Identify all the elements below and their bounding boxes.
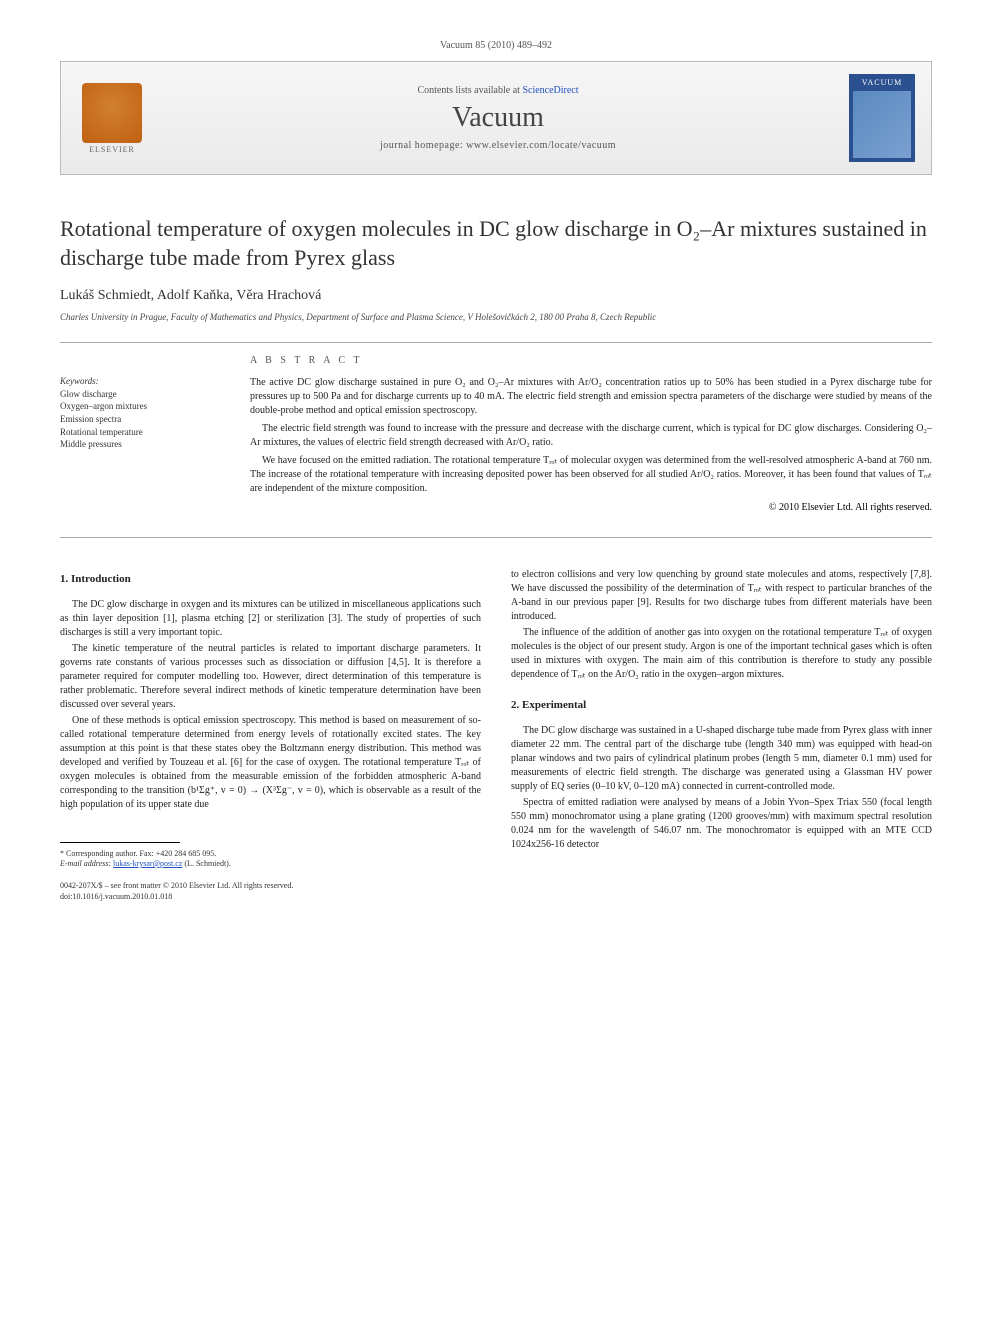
authors: Lukáš Schmiedt, Adolf Kaňka, Věra Hracho… bbox=[60, 288, 932, 304]
corresponding-author: * Corresponding author. Fax: +420 284 68… bbox=[60, 849, 481, 859]
email-suffix: (L. Schmiedt). bbox=[184, 859, 230, 868]
copyright: © 2010 Elsevier Ltd. All rights reserved… bbox=[250, 502, 932, 513]
body-columns: 1. Introduction The DC glow discharge in… bbox=[60, 568, 932, 902]
elsevier-tree-icon bbox=[82, 83, 142, 143]
journal-name: Vacuum bbox=[163, 102, 833, 134]
cover-label: VACUUM bbox=[853, 78, 911, 87]
email-line: E-mail address: lukas-krysar@post.cz (L.… bbox=[60, 859, 481, 869]
contents-prefix: Contents lists available at bbox=[417, 85, 522, 96]
affiliation: Charles University in Prague, Faculty of… bbox=[60, 312, 932, 322]
divider-bottom bbox=[60, 537, 932, 538]
journal-header: ELSEVIER Contents lists available at Sci… bbox=[60, 61, 932, 175]
body-para: Spectra of emitted radiation were analys… bbox=[511, 796, 932, 852]
keyword-item: Oxygen–argon mixtures bbox=[60, 400, 210, 413]
homepage-prefix: journal homepage: bbox=[380, 140, 466, 151]
elsevier-label: ELSEVIER bbox=[89, 145, 135, 154]
keyword-item: Rotational temperature bbox=[60, 426, 210, 439]
doi-block: 0042-207X/$ – see front matter © 2010 El… bbox=[60, 881, 481, 902]
keyword-item: Middle pressures bbox=[60, 438, 210, 451]
doi-line: doi:10.1016/j.vacuum.2010.01.018 bbox=[60, 892, 481, 902]
abstract-para: The active DC glow discharge sustained i… bbox=[250, 376, 932, 418]
journal-cover: VACUUM bbox=[849, 74, 915, 162]
keywords-heading: Keywords: bbox=[60, 375, 210, 388]
contents-available-line: Contents lists available at ScienceDirec… bbox=[163, 85, 833, 96]
email-link[interactable]: lukas-krysar@post.cz bbox=[113, 859, 182, 868]
journal-reference: Vacuum 85 (2010) 489–492 bbox=[60, 40, 932, 51]
keyword-item: Glow discharge bbox=[60, 388, 210, 401]
section-2-heading: 2. Experimental bbox=[511, 698, 932, 713]
abstract-para: The electric field strength was found to… bbox=[250, 422, 932, 450]
front-matter-line: 0042-207X/$ – see front matter © 2010 El… bbox=[60, 881, 481, 891]
homepage-url[interactable]: www.elsevier.com/locate/vacuum bbox=[466, 140, 616, 151]
abstract-column: A B S T R A C T The active DC glow disch… bbox=[250, 355, 932, 513]
abstract-text: The active DC glow discharge sustained i… bbox=[250, 376, 932, 496]
right-column: to electron collisions and very low quen… bbox=[511, 568, 932, 902]
body-para: The kinetic temperature of the neutral p… bbox=[60, 642, 481, 712]
sciencedirect-link[interactable]: ScienceDirect bbox=[522, 85, 578, 96]
header-center: Contents lists available at ScienceDirec… bbox=[163, 85, 833, 151]
keywords-column: Keywords: Glow discharge Oxygen–argon mi… bbox=[60, 355, 210, 513]
abstract-section: Keywords: Glow discharge Oxygen–argon mi… bbox=[60, 355, 932, 513]
abstract-heading: A B S T R A C T bbox=[250, 355, 932, 366]
body-para: to electron collisions and very low quen… bbox=[511, 568, 932, 624]
body-para: The DC glow discharge in oxygen and its … bbox=[60, 598, 481, 640]
abstract-para: We have focused on the emitted radiation… bbox=[250, 454, 932, 496]
email-label: E-mail address: bbox=[60, 859, 111, 868]
section-1-heading: 1. Introduction bbox=[60, 572, 481, 587]
body-para: The DC glow discharge was sustained in a… bbox=[511, 724, 932, 794]
article-title: Rotational temperature of oxygen molecul… bbox=[60, 215, 932, 272]
body-para: The influence of the addition of another… bbox=[511, 626, 932, 682]
body-para: One of these methods is optical emission… bbox=[60, 714, 481, 812]
left-column: 1. Introduction The DC glow discharge in… bbox=[60, 568, 481, 902]
cover-image bbox=[853, 91, 911, 158]
footnote-divider bbox=[60, 842, 180, 843]
keyword-item: Emission spectra bbox=[60, 413, 210, 426]
divider-top bbox=[60, 342, 932, 343]
homepage-line: journal homepage: www.elsevier.com/locat… bbox=[163, 140, 833, 151]
elsevier-logo: ELSEVIER bbox=[77, 78, 147, 158]
